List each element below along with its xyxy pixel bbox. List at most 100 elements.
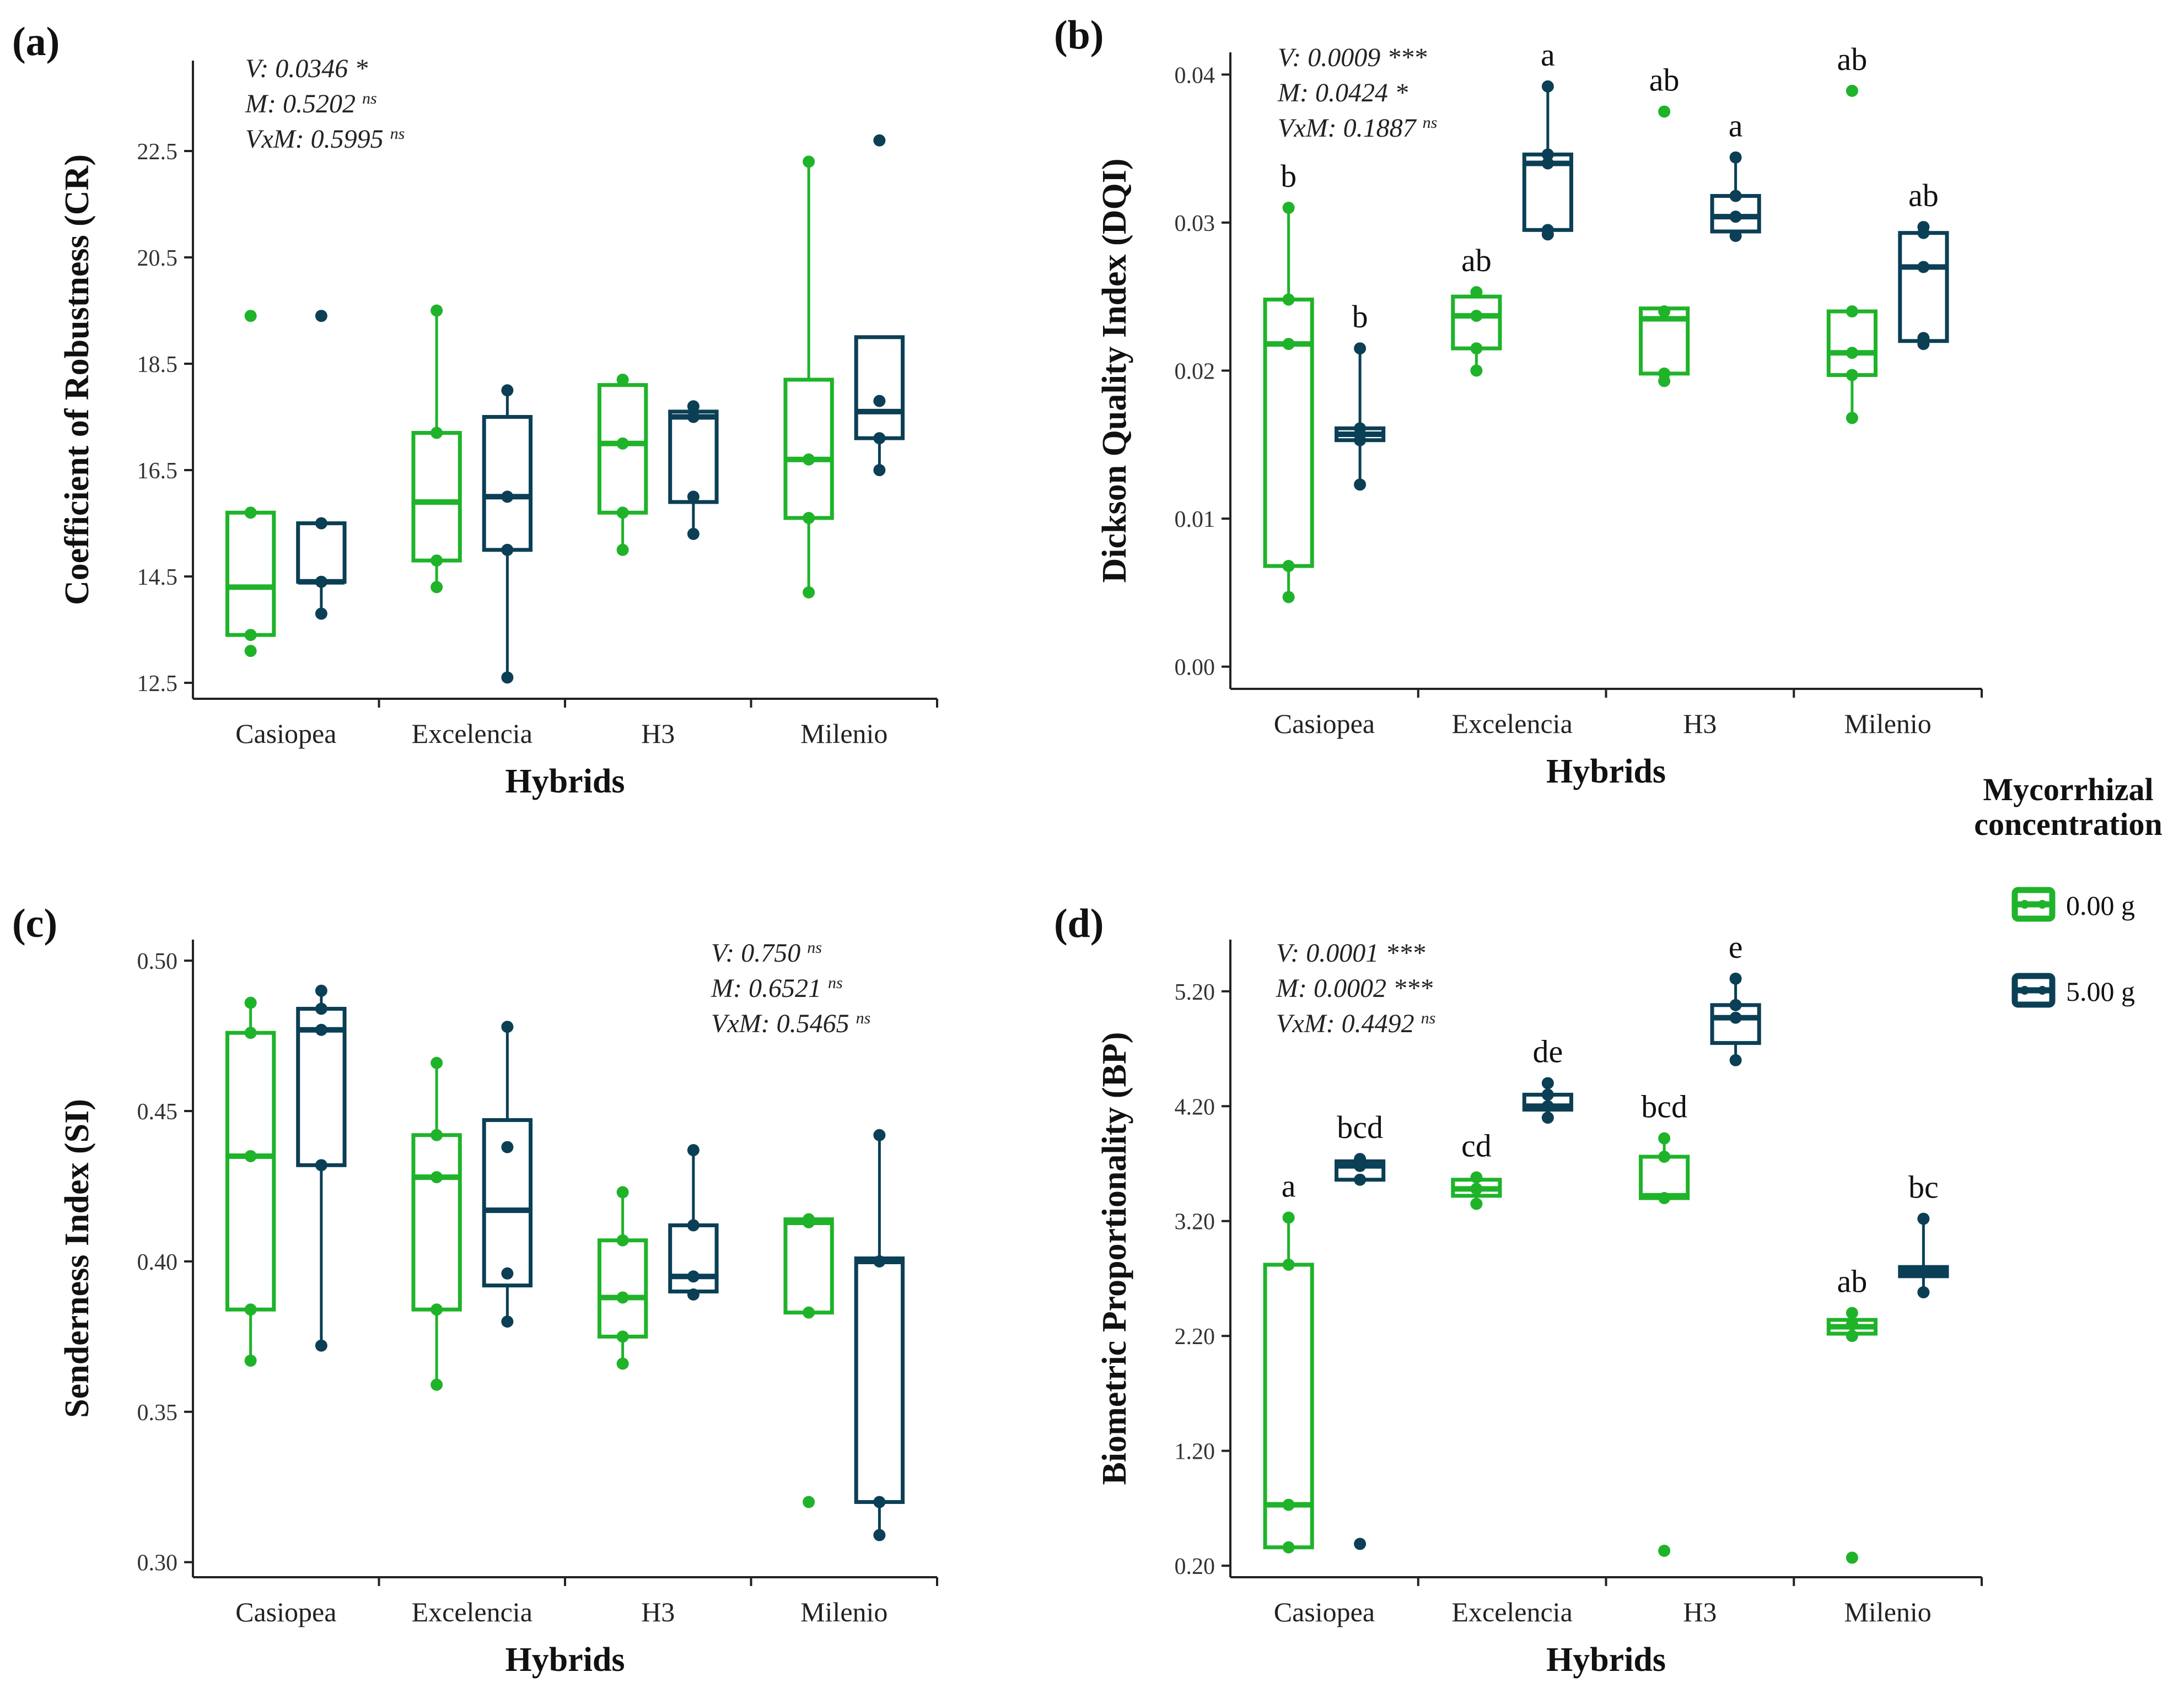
data-point (1354, 342, 1367, 355)
data-point (315, 1002, 327, 1015)
data-point (687, 527, 700, 540)
data-point (315, 517, 327, 530)
panel-label: (b) (1054, 13, 1104, 58)
box-500g-milenio (854, 1129, 905, 1541)
significance-letter: ab (1649, 62, 1680, 98)
y-tick-label: 0.35 (137, 1400, 178, 1426)
data-point (1282, 1498, 1295, 1511)
box-rect (668, 409, 719, 504)
x-tick-label: Excelencia (412, 718, 532, 749)
box-000g-casiopea (225, 996, 276, 1367)
y-tick-label: 20.5 (137, 246, 178, 271)
data-point (616, 506, 629, 519)
data-point (687, 490, 700, 503)
data-point (1658, 1192, 1671, 1205)
legend: Mycorrhizal concentration 0.00 g 5.00 g (1974, 772, 2163, 1008)
data-point (1658, 305, 1671, 318)
data-point (1541, 157, 1554, 170)
significance-letter: ab (1461, 242, 1492, 278)
data-point (616, 1186, 629, 1199)
data-point (315, 607, 327, 620)
legend-label-0: 0.00 g (2066, 890, 2135, 921)
stats-annotation: M: 0.0424 * (1277, 78, 1408, 107)
box-500g-milenio: bc (1898, 1169, 1949, 1298)
data-point (431, 1303, 443, 1316)
x-tick-label: Milenio (1844, 1596, 1931, 1627)
data-point (1846, 347, 1858, 359)
legend-swatch-0 (2011, 887, 2056, 922)
y-tick-label: 1.20 (1175, 1439, 1215, 1465)
data-point (1470, 310, 1483, 322)
data-point (244, 996, 257, 1009)
box-500g-casiopea: bcd (1335, 1109, 1386, 1550)
data-point (244, 1355, 257, 1367)
data-point (1658, 1151, 1671, 1163)
data-point (244, 506, 257, 519)
data-point (803, 453, 815, 466)
data-point (1846, 305, 1858, 318)
x-tick-label: Excelencia (412, 1596, 532, 1627)
data-point (687, 411, 700, 423)
y-tick-label: 0.20 (1175, 1554, 1215, 1579)
data-point (616, 1330, 629, 1343)
box-000g-excelencia: cd (1451, 1128, 1502, 1210)
data-point (501, 490, 514, 503)
data-point (1917, 332, 1930, 344)
data-point (244, 310, 257, 322)
data-point (873, 432, 886, 445)
box-000g-milenio (783, 1213, 834, 1508)
data-point (431, 1378, 443, 1391)
data-point (244, 629, 257, 641)
data-point (687, 400, 700, 413)
data-point (244, 645, 257, 657)
data-point (687, 1219, 700, 1232)
x-axis-title: Hybrids (505, 763, 625, 800)
panel-b: (b) 0.00 0.01 0.02 0.03 0.04 Casiopea Excelenci… (1054, 13, 1983, 790)
data-point (1541, 224, 1554, 236)
data-point (873, 1129, 886, 1141)
stats-annotation: VxM: 0.4492 ns (1276, 1009, 1435, 1038)
significance-letter: a (1729, 108, 1743, 144)
x-tick-label: H3 (641, 718, 675, 749)
x-axis-title: Hybrids (505, 1641, 625, 1679)
box-000g-h3: ab (1639, 62, 1690, 387)
box-500g-excelencia: de (1522, 1034, 1573, 1124)
legend-title-line2: concentration (1974, 806, 2163, 842)
data-point (616, 374, 629, 386)
stats-annotation: M: 0.0002 *** (1276, 974, 1433, 1003)
data-point (1354, 434, 1367, 446)
box-500g-casiopea (296, 984, 347, 1352)
box-500g-casiopea: b (1335, 299, 1386, 491)
data-point (1729, 1054, 1742, 1066)
data-point (803, 586, 815, 598)
data-point (1541, 1088, 1554, 1101)
data-point (1282, 591, 1295, 603)
x-tick-label: Excelencia (1451, 1596, 1572, 1627)
data-point (431, 554, 443, 567)
data-point (1917, 261, 1930, 273)
y-tick-label: 4.20 (1175, 1094, 1215, 1120)
data-point (616, 1357, 629, 1370)
y-tick-label: 12.5 (137, 671, 178, 697)
significance-letter: bcd (1641, 1089, 1687, 1125)
x-tick-label: Milenio (800, 718, 887, 749)
box-500g-casiopea (296, 310, 347, 620)
panel-label: (d) (1054, 901, 1104, 946)
y-tick-label: 16.5 (137, 459, 178, 484)
legend-title-line1: Mycorrhizal (1983, 772, 2153, 807)
data-point (1282, 1211, 1295, 1224)
data-point (1282, 1541, 1295, 1554)
data-point (1846, 1330, 1858, 1342)
x-tick-label: Casiopea (235, 1596, 336, 1627)
data-point (1846, 1551, 1858, 1564)
x-tick-label: H3 (1683, 708, 1717, 739)
data-point (1354, 1153, 1367, 1166)
data-point (1658, 367, 1671, 380)
data-point (1470, 1198, 1483, 1210)
data-point (616, 437, 629, 450)
data-point (315, 1339, 327, 1352)
data-point (431, 1171, 443, 1184)
box-500g-excelencia: a (1522, 37, 1573, 241)
significance-letter: ab (1908, 177, 1939, 213)
